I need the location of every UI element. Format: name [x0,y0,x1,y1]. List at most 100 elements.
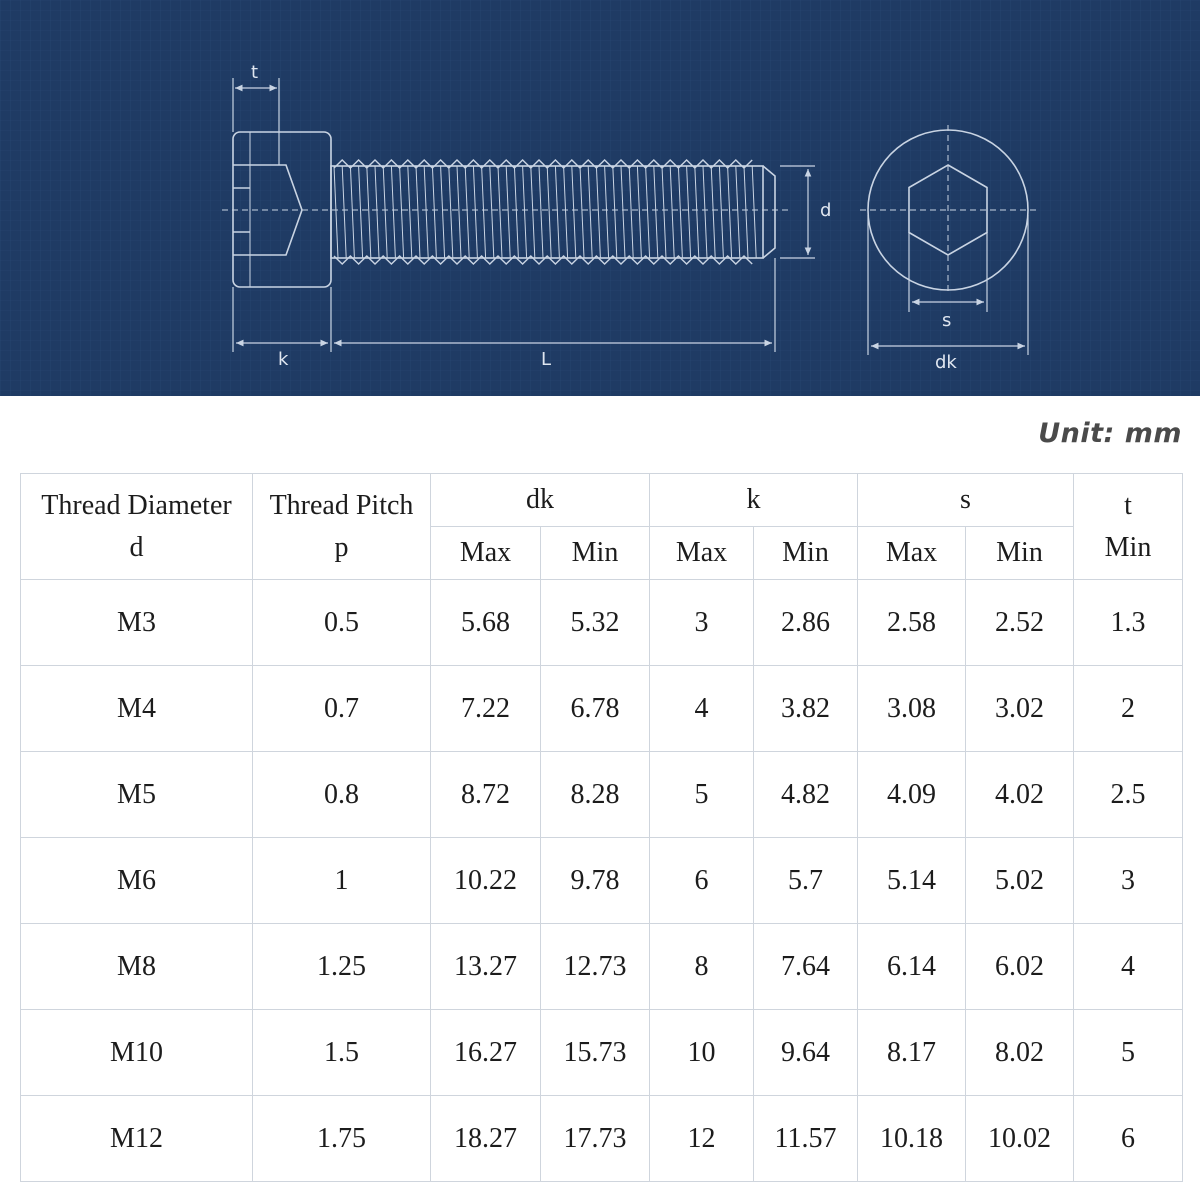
cell-size: M10 [20,1009,253,1096]
cell-k-min: 7.64 [753,923,858,1010]
cell-dk-min: 17.73 [540,1095,650,1182]
cell-size: M4 [20,665,253,752]
cell-k-min: 11.57 [753,1095,858,1182]
table-row: M12 1.75 18.27 17.73 12 11.57 10.18 10.0… [20,1095,1183,1182]
cell-dk-min: 6.78 [540,665,650,752]
cell-dk-max: 10.22 [430,837,541,924]
cell-dk-max: 8.72 [430,751,541,838]
cell-s-max: 2.58 [857,579,966,666]
header-dk-max: Max [430,526,541,580]
header-thread-pitch-label: Thread Pitch [269,489,414,521]
cell-dk-min: 12.73 [540,923,650,1010]
header-s-min: Min [965,526,1074,580]
cell-pitch: 1.5 [252,1009,431,1096]
cell-t-min: 2 [1073,665,1183,752]
header-dk-min: Min [540,526,650,580]
header-thread-pitch-symbol: p [334,531,349,563]
header-dk: dk [430,473,650,527]
cell-s-min: 10.02 [965,1095,1074,1182]
cell-k-min: 2.86 [753,579,858,666]
cell-size: M5 [20,751,253,838]
cell-pitch: 0.5 [252,579,431,666]
table-row: M5 0.8 8.72 8.28 5 4.82 4.09 4.02 2.5 [20,751,1183,838]
screw-dimension-diagram: t k L d s dk [0,0,1200,396]
header-thread-diameter: Thread Diameter d [20,473,253,580]
cell-k-min: 4.82 [753,751,858,838]
cell-k-max: 10 [649,1009,754,1096]
header-k-max: Max [649,526,754,580]
cell-k-min: 3.82 [753,665,858,752]
header-s: s [857,473,1074,527]
table-row: M6 1 10.22 9.78 6 5.7 5.14 5.02 3 [20,837,1183,924]
cell-dk-max: 5.68 [430,579,541,666]
top-view-centerlines [860,125,1036,295]
table-row: M8 1.25 13.27 12.73 8 7.64 6.14 6.02 4 [20,923,1183,1010]
cell-s-min: 8.02 [965,1009,1074,1096]
header-k-min: Min [753,526,858,580]
screw-shank [330,165,764,259]
cell-k-max: 3 [649,579,754,666]
cell-s-min: 2.52 [965,579,1074,666]
cell-k-max: 4 [649,665,754,752]
cell-k-min: 5.7 [753,837,858,924]
cell-t-min: 1.3 [1073,579,1183,666]
table-row: M10 1.5 16.27 15.73 10 9.64 8.17 8.02 5 [20,1009,1183,1096]
header-s-max: Max [857,526,966,580]
dimension-d [780,165,815,259]
cell-s-max: 6.14 [857,923,966,1010]
label-dk: dk [935,352,957,373]
cell-dk-min: 15.73 [540,1009,650,1096]
label-t: t [251,62,258,83]
cell-s-max: 5.14 [857,837,966,924]
header-thread-pitch: Thread Pitch p [252,473,431,580]
cell-t-min: 4 [1073,923,1183,1010]
cell-pitch: 0.7 [252,665,431,752]
cell-s-max: 8.17 [857,1009,966,1096]
cell-pitch: 1 [252,837,431,924]
cell-pitch: 1.75 [252,1095,431,1182]
dimension-k [232,287,332,352]
cell-t-min: 2.5 [1073,751,1183,838]
dimension-dk [867,215,1029,355]
header-t-min: Min [1104,531,1152,563]
cell-dk-max: 18.27 [430,1095,541,1182]
cell-s-min: 5.02 [965,837,1074,924]
header-t: t Min [1073,473,1183,580]
cell-dk-min: 9.78 [540,837,650,924]
cell-s-min: 3.02 [965,665,1074,752]
specification-table: Thread Diameter d Thread Pitch p dk k s … [20,473,1183,1182]
cell-size: M3 [20,579,253,666]
cell-dk-max: 7.22 [430,665,541,752]
dimension-L [334,258,776,352]
cell-pitch: 0.8 [252,751,431,838]
cell-k-max: 12 [649,1095,754,1182]
cell-s-max: 4.09 [857,751,966,838]
dimension-s [908,232,988,312]
cell-k-min: 9.64 [753,1009,858,1096]
cell-size: M6 [20,837,253,924]
cell-dk-max: 16.27 [430,1009,541,1096]
cell-s-min: 6.02 [965,923,1074,1010]
label-L: L [541,349,551,370]
cell-size: M8 [20,923,253,1010]
table-row: M4 0.7 7.22 6.78 4 3.82 3.08 3.02 2 [20,665,1183,752]
cell-t-min: 5 [1073,1009,1183,1096]
table-row: M3 0.5 5.68 5.32 3 2.86 2.58 2.52 1.3 [20,579,1183,666]
cell-pitch: 1.25 [252,923,431,1010]
cell-k-max: 8 [649,923,754,1010]
label-k: k [278,349,289,370]
dimension-t [232,78,280,165]
unit-label: Unit: mm [1038,418,1182,449]
cell-k-max: 6 [649,837,754,924]
screw-threads [333,159,757,265]
label-d: d [820,200,831,221]
cell-s-max: 10.18 [857,1095,966,1182]
cell-t-min: 6 [1073,1095,1183,1182]
screw-tip [762,165,776,259]
cell-dk-min: 5.32 [540,579,650,666]
diagram-grid [0,0,1200,396]
label-s: s [942,310,951,331]
header-thread-diameter-label: Thread Diameter [41,489,232,521]
cell-k-max: 5 [649,751,754,838]
cell-s-min: 4.02 [965,751,1074,838]
